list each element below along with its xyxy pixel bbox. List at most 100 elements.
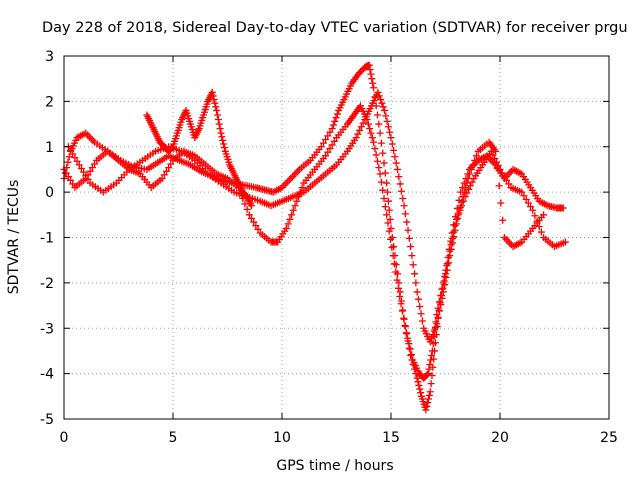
data-point: [216, 125, 224, 133]
data-point: [82, 172, 90, 180]
data-point: [393, 276, 401, 284]
y-tick-label: -2: [40, 276, 54, 292]
data-point: [413, 288, 421, 296]
data-point: [212, 103, 220, 111]
data-point: [364, 120, 372, 128]
data-point: [493, 165, 501, 173]
data-point: [395, 173, 403, 181]
data-point: [423, 402, 431, 410]
data-point: [250, 218, 258, 226]
x-tick-label: 0: [60, 430, 69, 446]
data-point: [394, 284, 402, 292]
y-tick-label: 1: [45, 140, 54, 156]
data-point: [561, 238, 569, 246]
data-point: [367, 129, 375, 137]
data-point: [388, 140, 396, 148]
data-point: [405, 340, 413, 348]
data-point: [383, 179, 391, 187]
data-point: [289, 206, 297, 214]
data-point: [284, 220, 292, 228]
data-point: [405, 234, 413, 242]
x-tick-label: 5: [169, 430, 178, 446]
data-point: [397, 187, 405, 195]
data-point: [402, 329, 410, 337]
data-point: [245, 211, 253, 219]
data-point: [219, 136, 227, 144]
data-point: [437, 301, 445, 309]
data-point: [91, 160, 99, 168]
series-track-d: [143, 88, 255, 210]
data-point: [378, 99, 386, 107]
data-point: [409, 261, 417, 269]
data-point: [414, 295, 422, 303]
data-point: [88, 164, 96, 172]
data-point: [401, 322, 409, 330]
data-point: [352, 134, 360, 142]
data-point: [413, 374, 421, 382]
data-point: [417, 389, 425, 397]
data-point: [531, 212, 539, 220]
data-point: [383, 211, 391, 219]
data-point: [447, 245, 455, 253]
x-axis-label: GPS time / hours: [276, 458, 393, 474]
data-point: [354, 130, 362, 138]
data-point: [416, 385, 424, 393]
data-point: [489, 151, 497, 159]
data-point: [73, 157, 81, 165]
data-point: [559, 204, 567, 212]
data-point: [535, 223, 543, 231]
y-tick-label: 2: [45, 94, 54, 110]
data-point: [400, 314, 408, 322]
data-point: [380, 194, 388, 202]
data-point: [524, 199, 532, 207]
y-tick-label: 0: [45, 185, 54, 201]
data-point: [322, 135, 330, 143]
data-point: [415, 381, 423, 389]
data-point: [319, 139, 327, 147]
data-point: [433, 320, 441, 328]
data-point: [428, 351, 436, 359]
data-point: [333, 110, 341, 118]
data-point: [464, 175, 472, 183]
data-point: [403, 218, 411, 226]
data-point: [213, 111, 221, 119]
data-point: [425, 391, 433, 399]
data-point: [399, 194, 407, 202]
data-point: [463, 179, 471, 187]
data-point: [158, 175, 166, 183]
data-point: [400, 202, 408, 210]
data-point: [391, 153, 399, 161]
data-point: [366, 66, 374, 74]
data-point: [168, 144, 176, 152]
data-point: [388, 243, 396, 251]
y-tick-label: -1: [40, 231, 54, 247]
data-points: [60, 61, 569, 414]
y-tick-label: 3: [45, 49, 54, 65]
x-tick-label: 20: [491, 430, 509, 446]
y-tick-label: -4: [40, 367, 54, 383]
x-tick-label: 10: [273, 430, 291, 446]
data-point: [426, 338, 434, 346]
data-point: [368, 75, 376, 83]
data-point: [213, 106, 221, 114]
data-point: [495, 182, 503, 190]
data-point: [64, 173, 72, 181]
data-point: [441, 281, 449, 289]
data-point: [77, 165, 85, 173]
data-point: [390, 146, 398, 154]
data-point: [372, 151, 380, 159]
data-point: [217, 129, 225, 137]
data-point: [86, 167, 94, 175]
data-point: [80, 168, 88, 176]
data-point: [370, 84, 378, 92]
data-point: [424, 370, 432, 378]
data-point: [540, 211, 548, 219]
data-point: [371, 145, 379, 153]
data-point: [220, 144, 228, 152]
data-point: [381, 203, 389, 211]
data-point: [456, 204, 464, 212]
data-point: [162, 167, 170, 175]
data-point: [452, 220, 460, 228]
data-point: [407, 351, 415, 359]
data-point: [322, 152, 330, 160]
